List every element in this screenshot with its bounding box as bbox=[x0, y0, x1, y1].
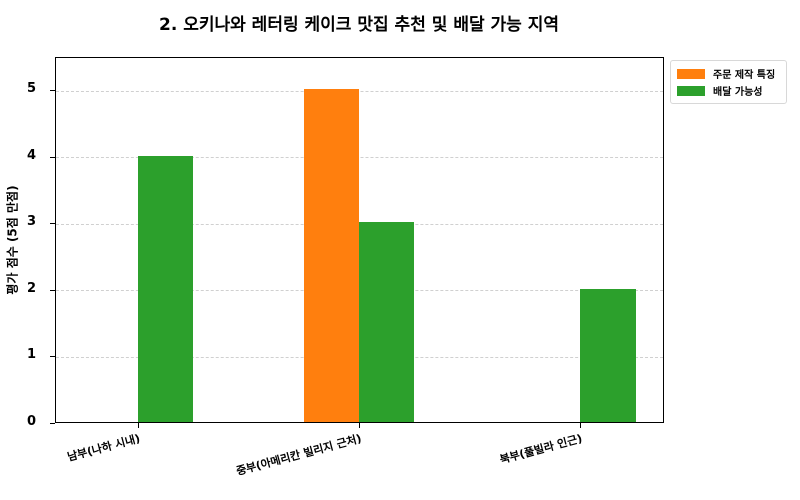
legend-item-delivery: 배달 가능성 bbox=[677, 82, 780, 99]
gridline-5 bbox=[56, 91, 663, 92]
bar-south-delivery bbox=[138, 156, 193, 422]
legend-label-delivery: 배달 가능성 bbox=[713, 87, 763, 98]
y-tick-label-5: 5 bbox=[26, 81, 36, 96]
y-tick-5 bbox=[50, 90, 55, 91]
x-tick-central bbox=[359, 423, 360, 428]
y-tick-0 bbox=[50, 423, 55, 424]
x-tick-south bbox=[138, 423, 139, 428]
legend-item-custom: 주문 제작 특징 bbox=[677, 65, 780, 82]
chart-title: 2. 오키나와 레터링 케이크 맛집 추천 및 배달 가능 지역 bbox=[159, 15, 559, 35]
y-tick-1 bbox=[50, 356, 55, 357]
y-tick-label-3: 3 bbox=[26, 214, 36, 229]
y-tick-4 bbox=[50, 157, 55, 158]
x-label-central: 중부(아메리칸 빌리지 근처) bbox=[234, 431, 363, 478]
x-label-south: 남부(나하 시내) bbox=[66, 431, 142, 464]
y-tick-label-4: 4 bbox=[26, 148, 36, 163]
y-tick-label-1: 1 bbox=[26, 347, 36, 362]
x-label-north: 북부(풀빌라 인근) bbox=[498, 431, 584, 467]
legend-swatch-orange bbox=[677, 68, 705, 79]
bar-central-custom bbox=[304, 89, 359, 422]
x-tick-north bbox=[580, 423, 581, 428]
y-tick-label-0: 0 bbox=[26, 414, 36, 429]
bar-north-delivery bbox=[580, 289, 636, 422]
y-tick-label-2: 2 bbox=[26, 281, 36, 296]
y-tick-2 bbox=[50, 290, 55, 291]
y-axis-title: 평가 점수 (5점 만점) bbox=[5, 185, 20, 295]
legend-label-custom: 주문 제작 특징 bbox=[713, 70, 776, 81]
legend-swatch-green bbox=[677, 85, 705, 96]
bar-central-delivery bbox=[359, 222, 414, 422]
legend: 주문 제작 특징 배달 가능성 bbox=[670, 60, 787, 104]
y-tick-3 bbox=[50, 223, 55, 224]
plot-area bbox=[55, 57, 664, 423]
gridline-4 bbox=[56, 157, 663, 158]
